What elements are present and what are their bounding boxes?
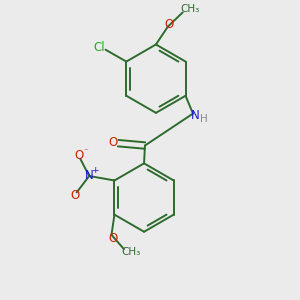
Text: O: O: [108, 136, 118, 149]
Text: O: O: [108, 232, 118, 245]
Text: CH₃: CH₃: [181, 4, 200, 14]
Text: Cl: Cl: [93, 41, 105, 54]
Text: N: N: [191, 110, 200, 122]
Text: +: +: [91, 166, 98, 175]
Text: N: N: [85, 169, 94, 182]
Text: O: O: [74, 149, 83, 162]
Text: ⁻: ⁻: [83, 148, 88, 157]
Text: H: H: [200, 114, 208, 124]
Text: CH₃: CH₃: [122, 247, 141, 257]
Text: O: O: [70, 189, 80, 203]
Text: O: O: [165, 18, 174, 31]
